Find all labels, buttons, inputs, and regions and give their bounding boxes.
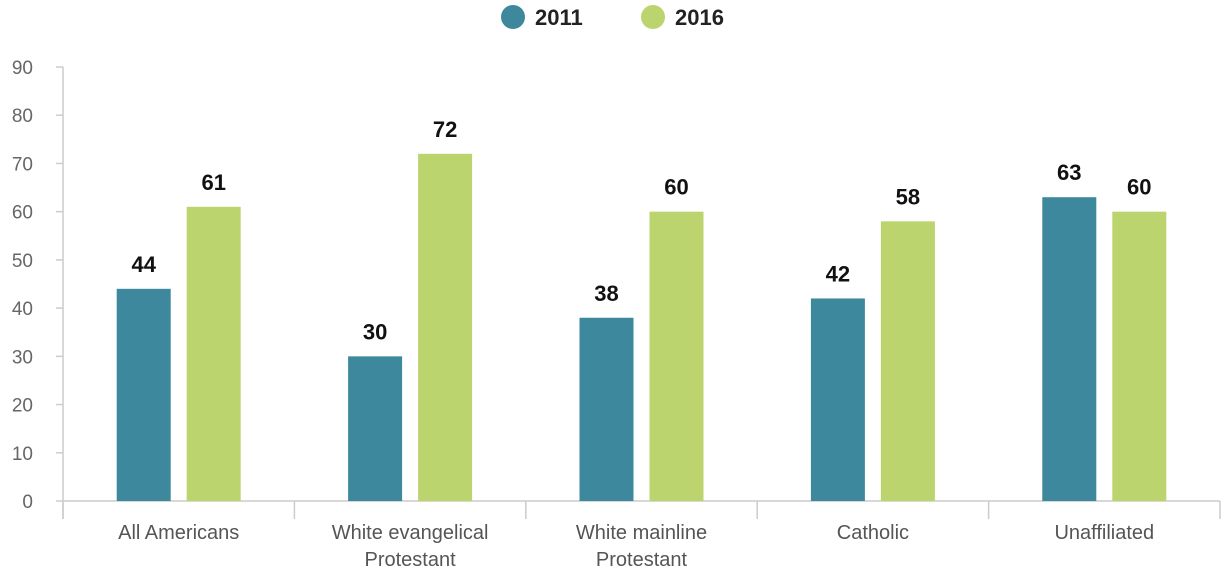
category-label-unaffiliated: Unaffiliated [1054,522,1154,544]
bar-catholic-2011 [810,298,865,501]
data-label-white-evangelical-protestant-2011: 30 [363,319,387,344]
bar-white-evangelical-protestant-2016 [418,153,473,502]
bar-catholic-2016 [880,221,935,502]
y-tick-label-50: 50 [12,251,33,272]
legend-marker-2016 [641,5,665,29]
y-tick-label-10: 10 [12,444,33,465]
bars [116,153,1167,502]
bar-all-americans-2011 [116,288,171,501]
category-label-white-mainline-protestant-line1: White mainline [576,522,707,544]
legend: 2011 2016 [501,5,724,30]
y-tick-label-20: 20 [12,396,33,417]
bar-all-americans-2016 [186,206,241,501]
category-label-catholic: Catholic [837,522,909,544]
data-label-white-evangelical-protestant-2016: 72 [433,117,457,142]
y-tick-label-80: 80 [12,106,33,127]
category-label-white-evangelical-protestant-line2: Protestant [365,549,457,571]
category-label-white-mainline-protestant-line2: Protestant [596,549,688,571]
x-axis: All Americans White evangelical Protestant… [62,500,1221,571]
legend-marker-2011 [501,5,525,29]
y-tick-label-40: 40 [12,299,33,320]
data-label-white-mainline-protestant-2011: 38 [594,281,618,306]
data-label-all-americans-2016: 61 [201,170,225,195]
bar-white-evangelical-protestant-2011 [348,356,403,501]
y-tick-label-70: 70 [12,154,33,175]
data-label-catholic-2016: 58 [896,184,920,209]
bar-unaffiliated-2011 [1042,197,1097,501]
data-label-unaffiliated-2016: 60 [1127,175,1151,200]
category-label-white-evangelical-protestant-line1: White evangelical [332,522,489,544]
legend-label-2011: 2011 [535,5,583,30]
y-tick-label-60: 60 [12,203,33,224]
data-label-white-mainline-protestant-2016: 60 [664,175,688,200]
y-tick-label-90: 90 [12,58,33,79]
y-axis: 0 10 20 30 40 50 60 70 80 90 [12,58,64,519]
y-tick-label-0: 0 [22,492,33,513]
data-label-all-americans-2011: 44 [131,252,156,277]
bar-white-mainline-protestant-2011 [579,317,634,501]
data-label-catholic-2011: 42 [826,261,850,286]
data-label-unaffiliated-2011: 63 [1057,160,1081,185]
data-labels: 44 61 30 72 38 60 42 58 63 60 [131,117,1151,345]
y-tick-label-30: 30 [12,347,33,368]
legend-label-2016: 2016 [675,5,724,30]
bar-unaffiliated-2016 [1112,211,1167,501]
bar-white-mainline-protestant-2016 [649,211,704,501]
category-label-all-americans: All Americans [118,522,239,544]
